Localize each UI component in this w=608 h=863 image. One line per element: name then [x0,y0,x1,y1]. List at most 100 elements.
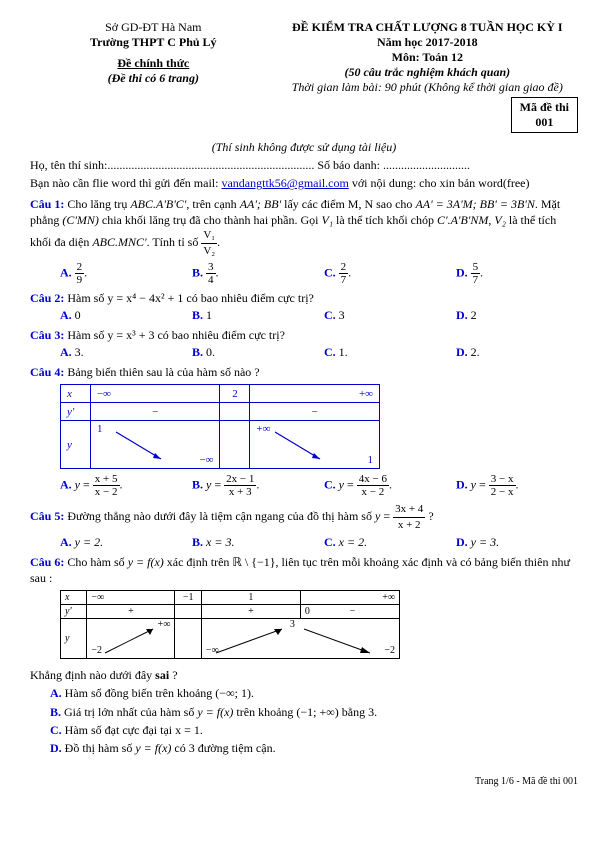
t1-x2: 2 [220,385,250,403]
q1-b: B. 34. [192,261,314,286]
t1-lb: −∞ [199,454,213,466]
q6-a: A. Hàm số đồng biến trên khoảng (−∞; 1). [30,685,578,701]
t2-yp5: − [305,606,395,617]
t2-yp1: + [87,605,175,619]
q4-label: Câu 4: [30,365,64,379]
student-info: Họ, tên thí sinh:.......................… [30,157,578,173]
q1-answers: A. 29. B. 34. C. 27. D. 57. [30,261,578,286]
q2-text: Hàm số y = x⁴ − 4x² + 1 có bao nhiêu điể… [67,291,314,305]
exam-code-box: Mã đề thi 001 [511,97,578,133]
arrow-down-icon [300,623,380,657]
q5c: x = 2. [339,535,367,549]
t2-yp2 [175,605,201,619]
t1-ycell1: 1 −∞ [90,421,220,469]
q2-b: B. 1 [192,308,314,323]
q6b-f: y = f(x) [197,705,233,719]
t1-rt: +∞ [256,423,270,435]
sbd-field: Số báo danh: ...........................… [317,158,470,172]
q2-a: A. 0 [60,308,182,323]
exam-subject: Môn: Toán 12 [277,50,578,65]
q5-pre: Đường thẳng nào dưới đây là tiệm cận nga… [67,509,375,523]
code-value: 001 [535,115,553,129]
q5-label: Câu 5: [30,509,64,523]
q1-rd: V₂ [201,244,217,259]
name-field: Họ, tên thí sinh:.......................… [30,158,314,172]
q4b-n: 2x − 1 [224,473,256,486]
q3d: 2. [471,345,480,359]
q6-d: D. Đồ thị hàm số y = f(x) có 3 đường tiệ… [30,740,578,756]
q3-c: C. 1. [324,345,446,360]
q1b-n: 3 [206,261,216,274]
q1-t1: Cho lăng trụ [67,197,130,211]
t2-yp: y' [61,605,87,619]
t1-x3: +∞ [250,385,380,403]
q5-a: A. y = 2. [60,535,182,550]
q2a: 0 [75,308,81,322]
q3-text: Hàm số y = x³ + 3 có bao nhiêu điểm cực … [67,328,285,342]
q1-label: Câu 1: [30,197,64,211]
arrow-up-icon [212,623,292,657]
t2-three: 3 [290,619,295,630]
q3-b: B. 0. [192,345,314,360]
q1-f8: ABC.MNC' [92,235,146,249]
q1d-n: 5 [471,261,481,274]
q1-t9: . Tính tỉ số [147,235,202,249]
t1-yp3: − [250,403,380,421]
q1-f3: AA' = 3A'M; BB' = 3B'N [415,197,534,211]
q1-ratio: V₁V₂ [201,228,217,259]
q4b-d: x + 3 [224,486,256,498]
q4d-d: 2 − x [489,486,516,498]
q1-f4: (C'MN) [62,213,99,227]
q6d-pre: Đồ thị hàm số [65,741,136,755]
exam-time: Thời gian làm bài: 90 phút (Không kể thờ… [277,80,578,95]
email-post: với nội dung: cho xin bản word(free) [349,176,530,190]
q4c-d: x − 2 [357,486,389,498]
q4c-n: 4x − 6 [357,473,389,486]
t2-x3: 1 [201,591,300,605]
q2-d: D. 2 [456,308,578,323]
t1-y: y [61,421,91,469]
t1-yp1: − [90,403,220,421]
q1-f5: V₁ [322,213,334,227]
q1-rn: V₁ [201,228,217,244]
t1-lt: 1 [97,423,103,435]
t1-rb: 1 [368,454,374,466]
header-left: Sở GD-ĐT Hà Nam Trường THPT C Phủ Lý Đề … [30,20,277,133]
q6d-f: y = f(x) [135,741,171,755]
dept: Sở GD-ĐT Hà Nam [30,20,277,35]
q6-f2: ℝ \ {−1} [232,555,275,569]
q5-c: C. x = 2. [324,535,446,550]
q5d: y = 3. [471,535,499,549]
q6-b: B. Giá trị lớn nhất của hàm số y = f(x) … [30,704,578,720]
q6b-pre: Giá trị lớn nhất của hàm số [64,705,197,719]
q4a-n: x + 5 [93,473,120,486]
t2-yp4: 0 [305,606,310,617]
q1-t5: chia khối lăng trụ đã cho thành hai phần… [99,213,322,227]
q3: Câu 3: Hàm số y = x³ + 3 có bao nhiêu đi… [30,327,578,343]
q5-d: x + 2 [393,518,425,533]
q1a-d: 9 [75,274,85,286]
q6-table: x −∞ −1 1 +∞ y' + + 0− y −2 +∞ −∞ 3 −2 [60,590,400,659]
q2: Câu 2: Hàm số y = x⁴ − 4x² + 1 có bao nh… [30,290,578,306]
q6: Câu 6: Cho hàm số y = f(x) xác định trên… [30,554,578,586]
email-link[interactable]: vandangttk56@gmail.com [221,176,348,190]
t2-neg2b: −2 [384,645,395,656]
t1-ycell2 [220,421,250,469]
q2d: 2 [471,308,477,322]
t2-x2: −1 [175,591,201,605]
q1a-n: 2 [75,261,85,274]
q1-f2: AA'; BB' [240,197,281,211]
header-right: ĐỀ KIỂM TRA CHẤT LƯỢNG 8 TUẦN HỌC KỲ I N… [277,20,578,133]
arrow-down-icon [270,427,330,467]
arrow-down-icon [111,427,171,467]
t1-yp2 [220,403,250,421]
q5b: x = 3. [206,535,234,549]
q4-a: A. y = x + 5x − 2. [60,473,182,498]
q1-t3: lấy các điểm M, N sao cho [281,197,415,211]
q4-c: C. y = 4x − 6x − 2. [324,473,446,498]
q5-n: 3x + 4 [393,502,425,518]
q1-f1: ABC.A'B'C' [130,197,186,211]
q1c-d: 7 [339,274,349,286]
t2-c2 [175,619,201,659]
q2-answers: A. 0 B. 1 C. 3 D. 2 [30,308,578,323]
